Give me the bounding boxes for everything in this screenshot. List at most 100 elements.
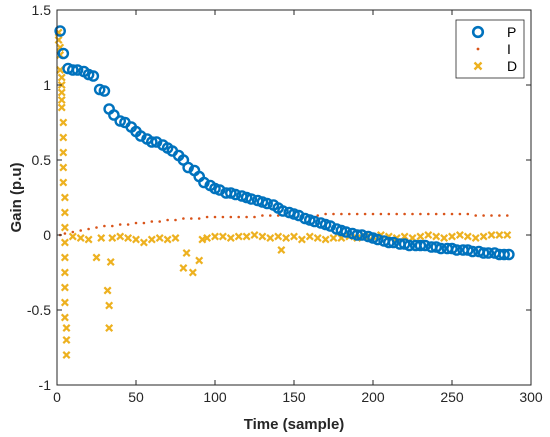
p-point <box>87 70 100 82</box>
i-point <box>269 214 272 217</box>
i-point <box>348 212 351 216</box>
d-point <box>416 232 425 241</box>
i-point <box>158 220 161 223</box>
x-tick-label: 150 <box>282 389 306 405</box>
y-tick-label: -0.5 <box>27 302 51 318</box>
i-point <box>395 212 399 216</box>
legend-d-label: D <box>507 58 517 74</box>
d-point <box>59 163 68 172</box>
i-point <box>316 214 320 217</box>
p-point <box>150 136 163 148</box>
legend-p-marker <box>471 25 485 39</box>
i-point <box>118 223 122 226</box>
d-point <box>226 234 235 242</box>
p-point <box>466 245 479 258</box>
d-point <box>84 235 93 244</box>
d-point <box>59 178 68 187</box>
d-point <box>62 324 71 332</box>
p-point <box>503 248 515 261</box>
i-point <box>253 215 256 219</box>
p-point <box>277 205 289 217</box>
d-point <box>97 234 106 242</box>
d-point <box>211 232 219 241</box>
i-point <box>411 212 414 216</box>
p-point <box>198 176 210 189</box>
i-point <box>363 212 367 216</box>
legend-p-label: P <box>507 24 516 40</box>
i-point <box>71 230 75 234</box>
y-tick-label: -1 <box>39 377 52 393</box>
d-point <box>282 234 291 242</box>
d-point <box>60 238 69 247</box>
legend: P I D <box>455 19 525 79</box>
d-point <box>105 301 114 310</box>
p-point <box>435 242 447 255</box>
d-point <box>242 232 251 241</box>
x-tick-label: 100 <box>203 389 227 405</box>
y-axis-ticks: -1 -0.5 0 0.5 1 1.5 <box>27 2 531 393</box>
d-point <box>171 234 180 242</box>
d-point <box>305 232 314 241</box>
d-point <box>440 234 449 242</box>
p-point <box>482 247 495 259</box>
d-point <box>463 232 472 241</box>
y-tick-label: 1 <box>43 77 51 93</box>
x-axis-label: Time (sample) <box>244 416 345 433</box>
y-tick-label: 1.5 <box>32 2 52 18</box>
d-point <box>68 232 77 241</box>
i-point <box>371 212 375 216</box>
p-point <box>229 188 242 201</box>
d-point <box>60 193 69 202</box>
p-point <box>419 239 431 252</box>
p-point <box>382 236 395 249</box>
d-point <box>195 256 204 265</box>
i-point <box>174 218 177 222</box>
d-point <box>139 238 148 247</box>
x-axis-ticks: 0 50 100 150 200 250 300 <box>53 10 543 405</box>
p-point <box>351 229 364 241</box>
d-point <box>124 234 133 242</box>
d-point <box>290 232 298 241</box>
i-point <box>434 212 438 216</box>
d-point <box>203 234 212 242</box>
p-point <box>182 161 194 174</box>
i-point <box>103 224 106 228</box>
d-point <box>297 235 306 244</box>
d-point <box>105 324 114 332</box>
d-point <box>234 232 243 241</box>
x-tick-label: 200 <box>361 389 385 405</box>
p-point <box>387 236 400 249</box>
d-point <box>62 336 71 344</box>
i-point <box>166 218 169 222</box>
d-point <box>495 231 504 239</box>
p-point <box>213 184 226 196</box>
p-point <box>403 239 416 252</box>
p-point <box>356 229 368 241</box>
p-point <box>261 197 273 210</box>
plot-area <box>57 10 531 385</box>
i-point <box>95 226 98 229</box>
d-point <box>76 234 85 242</box>
d-point <box>471 234 480 242</box>
i-point <box>332 212 335 216</box>
d-point <box>60 253 69 262</box>
p-point <box>57 47 70 60</box>
p-point <box>108 109 120 121</box>
i-point <box>245 215 248 219</box>
p-point <box>67 64 79 76</box>
d-point <box>60 208 69 217</box>
p-point <box>134 130 147 142</box>
p-point <box>71 64 84 76</box>
i-point <box>126 223 130 226</box>
i-point <box>237 215 240 219</box>
series-p-marks <box>54 25 515 261</box>
d-point <box>116 232 125 241</box>
i-point <box>111 224 114 228</box>
d-point <box>56 66 65 74</box>
d-point <box>329 234 338 242</box>
i-point <box>213 215 217 219</box>
i-point <box>466 212 470 216</box>
p-point <box>340 226 352 238</box>
d-point <box>92 253 101 262</box>
